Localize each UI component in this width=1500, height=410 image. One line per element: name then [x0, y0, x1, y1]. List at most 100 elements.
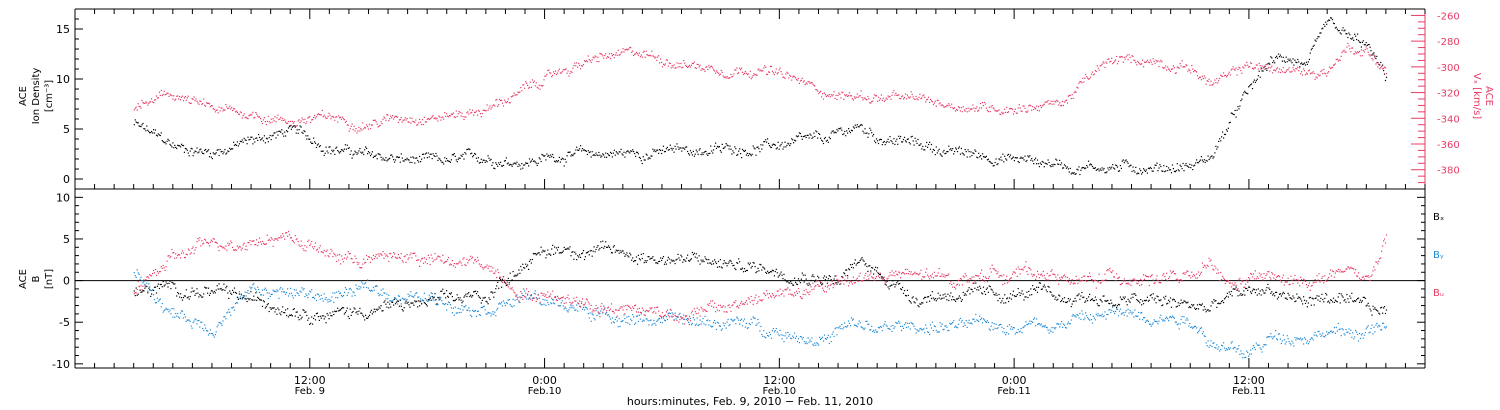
- data-point: [216, 109, 218, 111]
- data-point: [457, 297, 459, 299]
- data-point: [387, 159, 389, 161]
- data-point: [309, 290, 311, 292]
- data-point: [741, 318, 743, 320]
- data-point: [992, 329, 994, 331]
- data-point: [372, 156, 374, 159]
- data-point: [1132, 166, 1134, 168]
- data-point: [266, 138, 268, 140]
- data-point: [1118, 56, 1121, 58]
- data-point: [947, 151, 949, 153]
- data-point: [319, 145, 321, 147]
- data-point: [741, 67, 743, 69]
- data-point: [439, 158, 441, 160]
- data-point: [301, 316, 303, 318]
- data-point: [464, 295, 466, 297]
- data-point: [339, 152, 341, 154]
- data-point: [892, 280, 894, 282]
- data-point: [285, 121, 287, 123]
- data-point: [1080, 169, 1082, 171]
- data-point: [1048, 103, 1050, 105]
- data-point: [1221, 136, 1223, 138]
- data-point: [476, 310, 479, 312]
- data-point: [805, 136, 807, 139]
- data-point: [757, 69, 759, 71]
- data-point: [768, 71, 770, 73]
- data-point: [963, 294, 965, 296]
- data-point: [202, 296, 204, 298]
- data-point: [253, 117, 255, 119]
- data-point: [524, 87, 526, 89]
- data-point: [160, 306, 162, 308]
- data-point: [301, 117, 303, 119]
- data-point: [734, 267, 736, 269]
- data-point: [503, 302, 506, 304]
- data-point: [141, 124, 143, 126]
- data-point: [1072, 300, 1074, 302]
- data-point: [1270, 67, 1272, 69]
- data-point: [167, 286, 169, 288]
- data-point: [581, 253, 583, 255]
- data-point: [363, 286, 365, 288]
- data-point: [1225, 129, 1228, 131]
- data-point: [638, 258, 640, 260]
- data-point: [252, 299, 254, 301]
- data-point: [172, 98, 174, 100]
- data-point: [848, 95, 850, 97]
- data-point: [182, 145, 185, 147]
- data-point: [201, 296, 203, 298]
- data-point: [1187, 301, 1189, 303]
- data-point: [1346, 33, 1348, 35]
- data-point: [814, 342, 816, 344]
- data-point: [489, 159, 491, 161]
- data-point: [1250, 292, 1253, 294]
- data-point: [1147, 300, 1149, 302]
- data-point: [779, 273, 781, 275]
- data-point: [859, 95, 861, 97]
- data-point: [837, 281, 839, 284]
- data-point: [321, 150, 323, 152]
- data-point: [715, 72, 717, 74]
- data-point: [347, 147, 349, 149]
- data-point: [760, 69, 762, 71]
- data-point: [874, 94, 876, 96]
- data-point: [253, 295, 255, 297]
- data-point: [218, 322, 220, 324]
- data-point: [250, 288, 252, 290]
- data-point: [675, 67, 677, 69]
- data-point: [936, 99, 938, 101]
- data-point: [1350, 51, 1352, 53]
- data-point: [1325, 292, 1327, 295]
- data-point: [1314, 78, 1316, 80]
- data-point: [288, 126, 291, 128]
- data-point: [804, 342, 806, 345]
- data-point: [912, 96, 914, 98]
- data-point: [1328, 19, 1330, 21]
- data-point: [577, 255, 579, 257]
- data-point: [877, 272, 880, 274]
- data-point: [661, 317, 663, 319]
- data-point: [487, 303, 489, 305]
- data-point: [927, 146, 929, 148]
- data-point: [146, 282, 148, 284]
- data-point: [536, 253, 538, 255]
- data-point: [908, 322, 910, 324]
- data-point: [419, 305, 421, 307]
- data-point: [692, 150, 694, 152]
- data-point: [685, 64, 687, 66]
- data-point: [1178, 304, 1180, 307]
- data-point: [1073, 172, 1075, 174]
- data-point: [710, 325, 712, 327]
- data-point: [360, 286, 362, 288]
- data-point: [1032, 285, 1034, 287]
- data-point: [534, 161, 536, 163]
- data-point: [559, 305, 561, 307]
- data-point: [1097, 67, 1099, 69]
- data-point: [840, 97, 842, 99]
- data-point: [428, 294, 430, 296]
- data-point: [844, 322, 846, 324]
- data-point: [1275, 291, 1277, 293]
- data-point: [1119, 56, 1121, 58]
- data-point: [1137, 60, 1139, 63]
- data-point: [514, 274, 516, 276]
- data-point: [715, 328, 718, 331]
